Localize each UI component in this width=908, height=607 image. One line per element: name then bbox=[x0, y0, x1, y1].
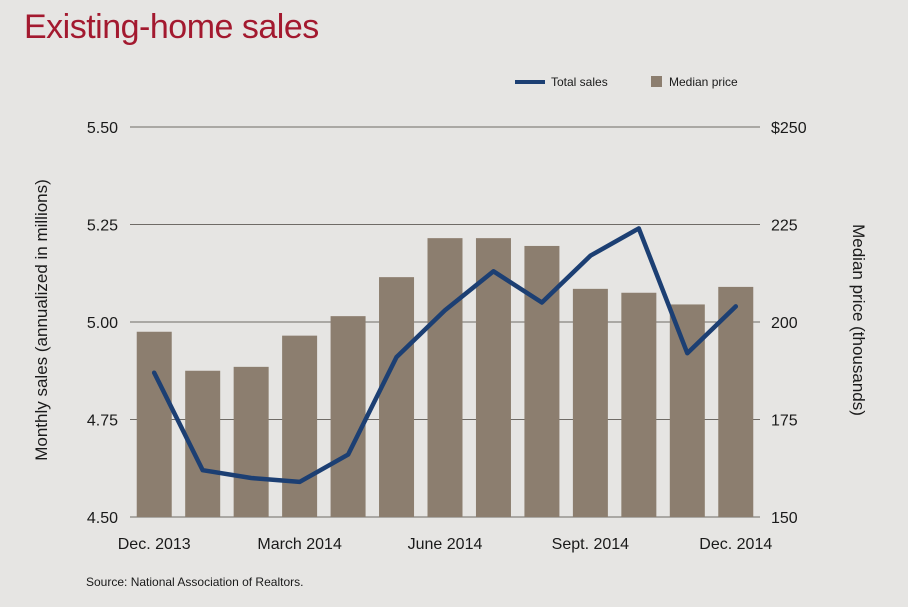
left-tick-label: 5.25 bbox=[87, 218, 118, 235]
total-sales-line bbox=[151, 226, 739, 485]
median-price-bar bbox=[475, 238, 511, 517]
x-tick-label: June 2014 bbox=[408, 536, 483, 553]
x-tick-label: Dec. 2013 bbox=[118, 536, 191, 553]
left-tick-label: 5.50 bbox=[87, 120, 118, 137]
median-price-bar bbox=[718, 286, 754, 517]
median-price-bar bbox=[621, 292, 657, 517]
left-tick-label: 4.75 bbox=[87, 413, 118, 430]
median-price-bar bbox=[669, 304, 705, 517]
right-tick-label: $250 bbox=[771, 120, 807, 137]
median-price-bar bbox=[136, 331, 172, 517]
right-axis-title: Median price (thousands) bbox=[849, 224, 868, 416]
median-price-bar bbox=[572, 288, 608, 517]
right-tick-label: 150 bbox=[771, 510, 798, 527]
median-price-bar bbox=[330, 316, 366, 517]
right-tick-label: 175 bbox=[771, 413, 798, 430]
legend-square-swatch bbox=[651, 76, 662, 87]
x-tick-label: Sept. 2014 bbox=[552, 536, 630, 553]
x-tick-label: Dec. 2014 bbox=[699, 536, 772, 553]
chart-title: Existing-home sales bbox=[24, 8, 319, 46]
x-tick-label: March 2014 bbox=[257, 536, 342, 553]
left-tick-label: 4.50 bbox=[87, 510, 118, 527]
source-note: Source: National Association of Realtors… bbox=[86, 575, 303, 589]
left-axis-title: Monthly sales (annualized in millions) bbox=[32, 179, 51, 461]
median-price-bar bbox=[282, 335, 318, 517]
legend-label-total-sales: Total sales bbox=[551, 75, 608, 89]
median-price-bar bbox=[233, 366, 269, 517]
median-price-bar bbox=[379, 277, 415, 517]
median-price-bar bbox=[427, 238, 463, 517]
median-price-bar bbox=[524, 245, 560, 517]
legend-label-median-price: Median price bbox=[669, 75, 738, 89]
right-tick-label: 225 bbox=[771, 218, 798, 235]
left-tick-label: 5.00 bbox=[87, 315, 118, 332]
right-tick-label: 200 bbox=[771, 315, 798, 332]
